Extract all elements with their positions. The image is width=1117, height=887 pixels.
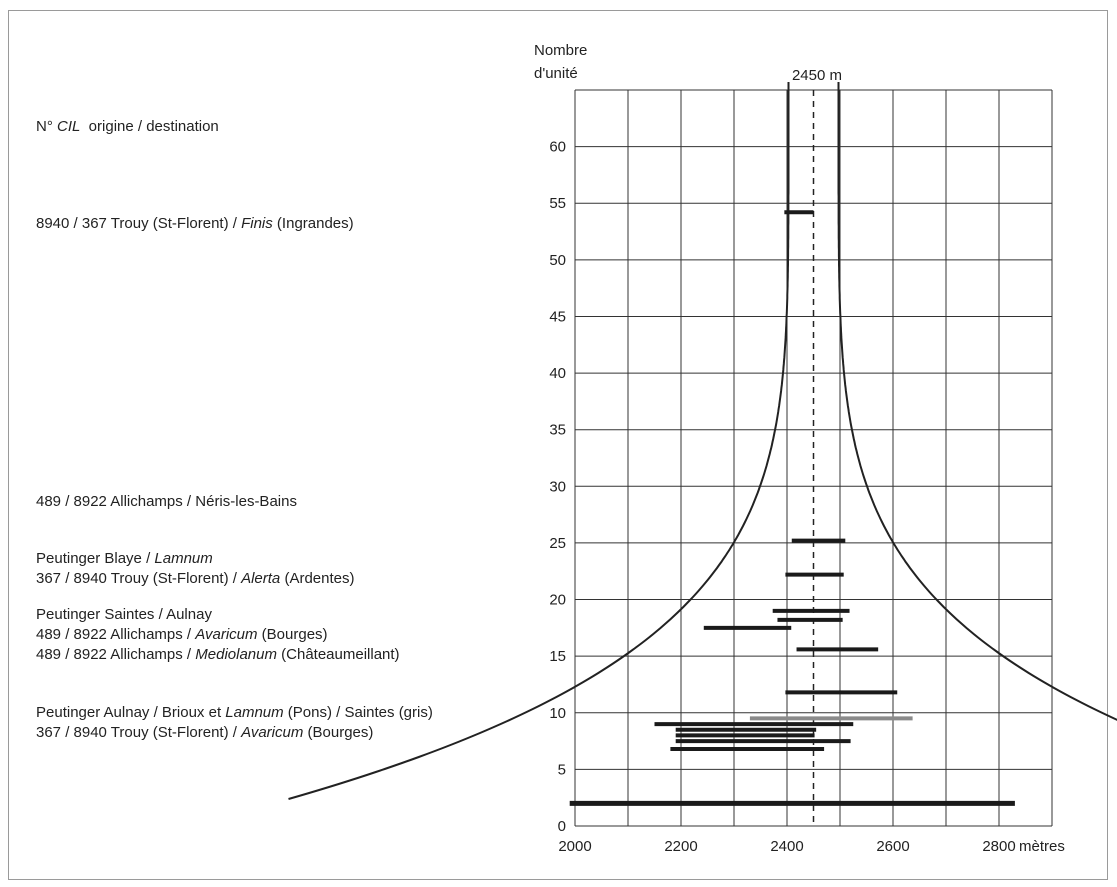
series-label-text: (Bourges) [257,626,328,643]
series-label-italic: Mediolanum [195,646,277,663]
series-label: 8940 / 367 Trouy (St-Florent) / Finis (I… [36,215,354,233]
y-axis-title-line2: d'unité [534,65,578,82]
y-tick-label: 25 [549,535,566,552]
series-label-italic: Lamnum [225,704,284,721]
y-tick-label: 0 [558,818,566,835]
y-tick-label: 60 [549,139,566,156]
series-label: Peutinger Aulnay / Brioux et Lamnum (Pon… [36,704,433,722]
legend-header-suffix: origine / destination [80,118,219,135]
series-label-text: 8940 / 367 Trouy (St-Florent) / [36,215,242,232]
y-tick-label: 35 [549,422,566,439]
x-tick-label: 2400 [770,838,803,855]
series-label-italic: Lamnum [154,550,213,567]
series-label: 489 / 8922 Allichamps / Néris-les-Bains [36,493,297,511]
legend-header: N° CIL origine / destination [36,118,219,136]
series-label: 489 / 8922 Allichamps / Avaricum (Bourge… [36,626,328,644]
series-label-text: (Pons) / Saintes (gris) [283,704,433,721]
envelope-curve [288,82,1117,800]
series-label: 489 / 8922 Allichamps / Mediolanum (Chât… [36,646,400,664]
y-tick-label: 50 [549,252,566,269]
reference-line-label: 2450 m [792,67,842,84]
y-tick-label: 30 [549,478,566,495]
series-label-italic: Avaricum [241,724,304,741]
envelope-curve-left [288,82,790,800]
x-tick-label: 2200 [664,838,697,855]
series-label-italic: Alerta [241,570,281,587]
y-tick-label: 15 [549,648,566,665]
series-label-text: (Châteaumeillant) [276,646,400,663]
y-tick-label: 45 [549,308,566,325]
x-tick-label: 2000 [558,838,591,855]
series-label-text: 489 / 8922 Allichamps / [36,646,196,663]
series-label-italic: Avaricum [195,626,258,643]
y-tick-label: 10 [549,705,566,722]
series-label-text: (Bourges) [303,724,374,741]
x-axis-unit: mètres [1019,838,1065,855]
series-label-text: 489 / 8922 Allichamps / [36,626,196,643]
x-tick-label: 2800 [982,838,1015,855]
x-tick-label: 2600 [876,838,909,855]
envelope-curve-right [837,82,1117,721]
y-tick-label: 40 [549,365,566,382]
y-axis-title-line1: Nombre [534,42,587,59]
y-tick-label: 55 [549,195,566,212]
series-label-text: (Ingrandes) [272,215,354,232]
tick-labels: 0 5 10 15 20 25 30 35 40 45 50 55 60 2000 2200 2400 2600… [549,139,1065,855]
series-label-text: Peutinger Blaye / [36,550,155,567]
series-label-text: 367 / 8940 Trouy (St-Florent) / [36,570,242,587]
series-label: Peutinger Saintes / Aulnay [36,606,212,624]
y-tick-label: 20 [549,592,566,609]
series-label-text: 489 / 8922 Allichamps / Néris-les-Bains [36,493,297,510]
y-tick-label: 5 [558,761,566,778]
range-bars [569,210,1015,806]
series-label: 367 / 8940 Trouy (St-Florent) / Alerta (… [36,570,354,588]
series-label-italic: Finis [241,215,273,232]
series-label-text: Peutinger Aulnay / Brioux et [36,704,226,721]
series-label: Peutinger Blaye / Lamnum [36,550,213,568]
series-label-text: 367 / 8940 Trouy (St-Florent) / [36,724,242,741]
grid [574,89,1053,827]
series-label: 367 / 8940 Trouy (St-Florent) / Avaricum… [36,724,373,742]
series-label-text: Peutinger Saintes / Aulnay [36,606,212,623]
legend-header-prefix: N° [36,118,57,135]
legend-header-italic: CIL [57,118,81,135]
figure-frame [8,10,1108,880]
series-label-text: (Ardentes) [280,570,355,587]
